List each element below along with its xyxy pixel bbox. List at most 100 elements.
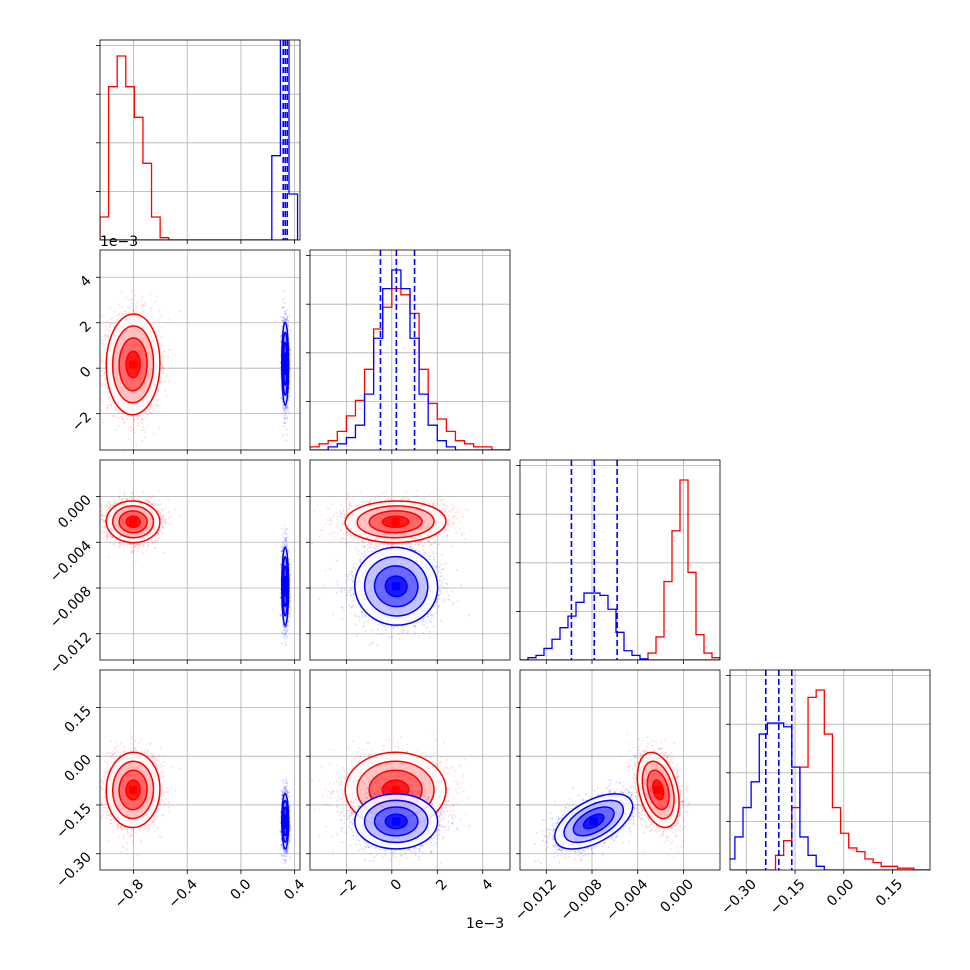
sample-point bbox=[100, 359, 103, 362]
sample-point bbox=[92, 355, 94, 357]
histogram-step-blue bbox=[100, 40, 299, 240]
sample-point bbox=[137, 416, 139, 419]
sample-point bbox=[126, 455, 128, 457]
sample-point bbox=[156, 404, 159, 407]
sample-point bbox=[123, 415, 126, 418]
sample-point bbox=[149, 404, 152, 406]
sample-point bbox=[110, 403, 113, 406]
sample-point bbox=[158, 389, 161, 392]
sample-point bbox=[142, 304, 145, 307]
sample-point bbox=[161, 355, 163, 358]
sample-point bbox=[279, 335, 282, 337]
sample-point bbox=[100, 383, 103, 386]
sample-point bbox=[147, 409, 150, 411]
sample-point bbox=[120, 415, 123, 418]
sample-point bbox=[282, 301, 285, 304]
sample-point bbox=[160, 335, 163, 338]
sample-point bbox=[148, 408, 151, 410]
sample-point bbox=[154, 301, 157, 303]
sample-point bbox=[144, 304, 147, 307]
sample-point bbox=[125, 311, 127, 313]
sample-point bbox=[167, 356, 170, 358]
sample-point bbox=[107, 397, 110, 400]
sample-point bbox=[113, 310, 116, 313]
sample-point bbox=[141, 419, 144, 421]
sample-point bbox=[153, 433, 155, 436]
sample-point bbox=[124, 297, 127, 299]
sample-point bbox=[135, 444, 138, 447]
sample-point bbox=[101, 382, 103, 385]
sample-point bbox=[140, 429, 143, 432]
sample-point bbox=[104, 379, 107, 381]
sample-point bbox=[158, 310, 161, 313]
sample-point bbox=[104, 334, 107, 337]
sample-point bbox=[104, 330, 107, 332]
sample-point bbox=[133, 294, 136, 296]
sample-point bbox=[109, 397, 112, 400]
sample-point bbox=[116, 319, 119, 321]
sample-point bbox=[155, 295, 158, 297]
sample-point bbox=[164, 355, 167, 358]
sample-point bbox=[288, 399, 291, 402]
sample-point bbox=[149, 411, 151, 413]
sample-point bbox=[289, 329, 292, 332]
density-peak bbox=[129, 360, 138, 369]
sample-point bbox=[142, 310, 145, 313]
sample-point bbox=[283, 408, 286, 411]
sample-point bbox=[127, 438, 130, 440]
sample-point bbox=[148, 409, 151, 412]
sample-point bbox=[112, 317, 115, 320]
sample-point bbox=[104, 336, 107, 338]
sample-point bbox=[106, 334, 109, 337]
sample-point bbox=[132, 428, 135, 431]
sample-point bbox=[101, 400, 104, 403]
sample-point bbox=[150, 307, 152, 309]
sample-point bbox=[119, 317, 121, 319]
sample-point bbox=[159, 347, 162, 350]
sample-point bbox=[133, 310, 136, 313]
sample-point bbox=[114, 428, 117, 431]
sample-point bbox=[124, 313, 127, 316]
sample-point bbox=[160, 377, 163, 380]
sample-point bbox=[283, 289, 286, 292]
sample-point bbox=[284, 313, 287, 316]
sample-point bbox=[286, 309, 289, 311]
scatter-density bbox=[92, 289, 292, 457]
sample-point bbox=[117, 425, 120, 427]
sample-point bbox=[106, 388, 108, 390]
sample-point bbox=[130, 305, 133, 308]
sample-point bbox=[279, 375, 282, 377]
sample-point bbox=[123, 447, 126, 449]
sample-point bbox=[118, 417, 121, 420]
sample-point bbox=[288, 315, 291, 317]
sample-point bbox=[101, 342, 103, 345]
sample-point bbox=[100, 374, 103, 377]
sample-point bbox=[165, 389, 167, 392]
sample-point bbox=[97, 370, 99, 372]
sample-point bbox=[119, 411, 121, 414]
grid-lines bbox=[100, 40, 300, 240]
sample-point bbox=[101, 418, 104, 420]
sample-point bbox=[169, 364, 172, 367]
sample-point bbox=[281, 405, 284, 408]
sample-point bbox=[131, 302, 133, 304]
sample-point bbox=[129, 429, 132, 432]
sample-point bbox=[142, 429, 145, 431]
sample-point bbox=[117, 412, 119, 414]
sample-point bbox=[159, 379, 162, 382]
sample-point bbox=[163, 380, 166, 382]
sample-point bbox=[130, 426, 132, 428]
sample-point bbox=[146, 408, 149, 411]
sample-point bbox=[109, 400, 111, 402]
sample-point bbox=[120, 306, 123, 308]
sample-point bbox=[138, 312, 141, 314]
sample-point bbox=[102, 421, 105, 424]
sample-point bbox=[285, 429, 288, 431]
sample-point bbox=[162, 381, 165, 383]
sample-point bbox=[105, 324, 107, 327]
sample-point bbox=[161, 366, 164, 369]
sample-point bbox=[134, 307, 137, 310]
sample-point bbox=[141, 296, 144, 298]
sample-point bbox=[116, 318, 118, 321]
